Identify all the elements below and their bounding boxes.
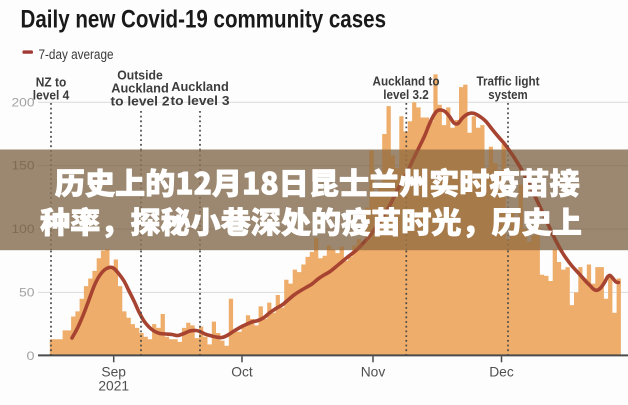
svg-text:Traffic light: Traffic light: [477, 74, 541, 88]
svg-text:NZ to: NZ to: [36, 76, 67, 90]
svg-text:Auckland: Auckland: [171, 80, 229, 94]
svg-text:system: system: [488, 88, 528, 102]
svg-text:to level 2: to level 2: [111, 94, 170, 108]
svg-text:Sep: Sep: [101, 364, 126, 379]
svg-text:Daily new Covid-19 community c: Daily new Covid-19 community cases: [21, 6, 387, 34]
svg-text:Dec: Dec: [489, 364, 514, 379]
svg-text:2021: 2021: [98, 379, 129, 394]
svg-text:Nov: Nov: [361, 364, 386, 379]
svg-text:Oct: Oct: [231, 364, 253, 379]
svg-text:200: 200: [12, 97, 35, 109]
svg-text:0: 0: [27, 351, 35, 363]
svg-text:level 4: level 4: [33, 88, 70, 102]
svg-text:Outside: Outside: [117, 69, 163, 83]
svg-text:50: 50: [19, 287, 35, 299]
svg-text:Auckland to: Auckland to: [373, 74, 440, 88]
svg-text:Auckland: Auckland: [111, 81, 169, 95]
svg-text:7-day average: 7-day average: [39, 47, 114, 62]
svg-text:to level 3: to level 3: [171, 94, 230, 108]
svg-text:level 3.2: level 3.2: [383, 88, 429, 102]
